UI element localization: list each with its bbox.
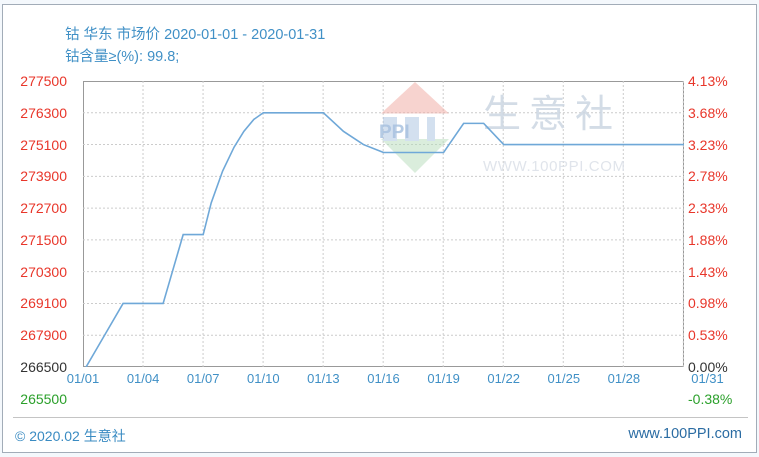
svg-text:生意社: 生意社 <box>483 94 621 136</box>
svg-text:PPI: PPI <box>379 122 410 143</box>
svg-text:WWW.100PPI.COM: WWW.100PPI.COM <box>483 158 626 175</box>
